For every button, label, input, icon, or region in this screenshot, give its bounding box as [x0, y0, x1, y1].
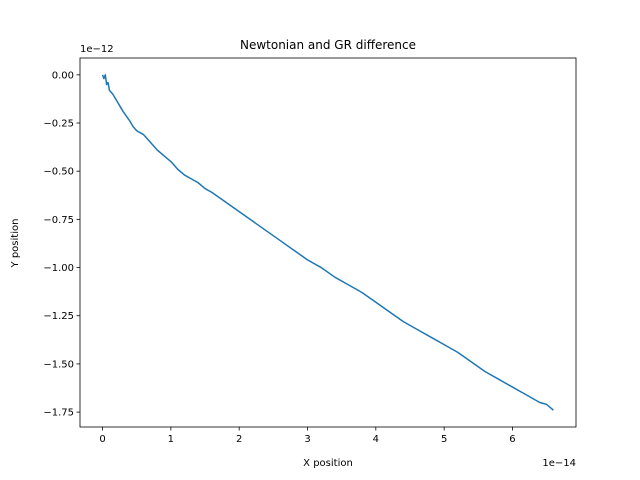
- y-tick-label: −1.25: [43, 311, 74, 322]
- series-line-0: [101, 74, 554, 411]
- plot-area: [101, 74, 554, 411]
- y-tick-label: −1.75: [43, 408, 74, 419]
- chart-title: Newtonian and GR difference: [240, 38, 416, 52]
- y-axis: 0.00 −0.25 −0.50 −0.75 −1.00 −1.25 −1.50 −1.75: [43, 70, 80, 419]
- y-tick-label: −1.00: [43, 263, 74, 274]
- y-offset-label: 1e−12: [80, 44, 114, 55]
- x-tick-label: 3: [304, 434, 310, 445]
- x-tick-label: 1: [168, 434, 174, 445]
- y-tick-label: −0.50: [43, 167, 74, 178]
- x-offset-label: 1e−14: [542, 458, 576, 469]
- x-axis-label: X position: [303, 458, 353, 469]
- plot-frame: [79, 57, 577, 428]
- y-tick-label: −0.25: [43, 119, 74, 130]
- x-axis: 0 1 2 3 4 5 6: [99, 427, 516, 445]
- x-tick-label: 5: [441, 434, 447, 445]
- y-tick-label: 0.00: [52, 70, 74, 81]
- y-axis-label: Y position: [10, 219, 21, 269]
- y-tick-label: −0.75: [43, 215, 74, 226]
- x-tick-label: 2: [236, 434, 242, 445]
- x-tick-label: 4: [373, 434, 379, 445]
- x-tick-label: 0: [99, 434, 105, 445]
- x-tick-label: 6: [509, 434, 515, 445]
- y-tick-label: −1.50: [43, 359, 74, 370]
